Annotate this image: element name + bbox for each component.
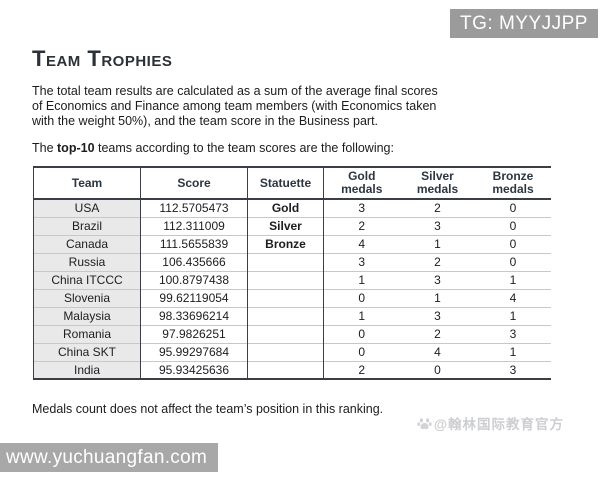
cell-bronze-medals: 0 — [509, 201, 517, 216]
cell-score: 112.311009 — [140, 216, 248, 235]
table-row: USA 112.5705473 Gold 3 2 0 — [33, 199, 551, 217]
cell-silver-medals: 2 — [399, 252, 476, 271]
intro-suffix: teams according to the team scores are t… — [94, 141, 394, 155]
cell-statuette: Bronze — [247, 234, 324, 253]
table-row: Canada 111.5655839 Bronze 4 1 0 — [33, 234, 551, 253]
column-header-statuette: Statuette — [247, 166, 324, 200]
cell-silver-medals: 1 — [399, 234, 476, 253]
table-row: China SKT 95.99297684 0 4 1 — [33, 342, 551, 361]
cell-team: India — [33, 360, 141, 380]
site-watermark-bar: www.yuchuangfan.com — [0, 443, 218, 472]
cell-bronze-medals: 4 — [475, 288, 551, 307]
watermark-handle: @翰林国际教育官方 — [433, 417, 564, 432]
cell-team: China SKT — [33, 342, 141, 361]
cell-bronze-medals: 1 — [475, 342, 551, 361]
cell-gold-medals: 3 — [358, 201, 366, 216]
cell-gold-medals: 1 — [323, 270, 400, 289]
column-header-team: Team — [33, 166, 141, 200]
cell-team: Canada — [33, 234, 141, 253]
cell-gold-medals: 0 — [323, 288, 400, 307]
description-line: The total team results are calculated as… — [32, 84, 438, 98]
cell-team: Brazil — [33, 216, 141, 235]
cell-silver-medals: 4 — [399, 342, 476, 361]
cell-bronze-medals: 3 — [475, 360, 551, 380]
cell-statuette — [247, 360, 324, 380]
cell-team: Romania — [33, 324, 141, 343]
cell-bronze-medals: 1 — [475, 306, 551, 325]
table-row: Russia 106.435666 3 2 0 — [33, 252, 551, 271]
cell-silver-medals: 3 — [399, 270, 476, 289]
team-scores-table: Team Score Statuette Gold medals Silver … — [33, 166, 551, 380]
column-header-bronze-medals: Bronze medals — [475, 166, 551, 200]
description-line: with the weight 50%), and the team score… — [32, 114, 379, 128]
cell-score: 100.8797438 — [140, 270, 248, 289]
site-url: www.yuchuangfan.com — [6, 446, 208, 468]
cell-score: 95.99297684 — [140, 342, 248, 361]
cell-statuette — [247, 324, 324, 343]
cell-team: Slovenia — [33, 288, 141, 307]
cell-score: 99.62119054 — [140, 288, 248, 307]
cell-silver-medals: 3 — [399, 216, 476, 235]
column-header-silver-medals: Silver medals — [399, 166, 476, 200]
paw-icon — [417, 416, 432, 431]
cell-statuette — [247, 306, 324, 325]
cell-score: 111.5655839 — [140, 234, 248, 253]
cell-statuette — [247, 252, 324, 271]
cell-silver-medals: 2 — [399, 324, 476, 343]
intro-prefix: The — [32, 141, 58, 155]
telegram-handle: TG: MYYJJPP — [460, 12, 588, 34]
cell-bronze-medals: 0 — [475, 234, 551, 253]
table-header: Team Score Statuette Gold medals Silver … — [33, 166, 551, 200]
cell-gold-medals: 0 — [323, 324, 400, 343]
cell-team: USA — [33, 199, 141, 217]
table-row: Slovenia 99.62119054 0 1 4 — [33, 288, 551, 307]
education-watermark: @翰林国际教育官方 — [417, 413, 564, 433]
cell-gold-medals: 2 — [323, 216, 400, 235]
table-row: China ITCCC 100.8797438 1 3 1 — [33, 270, 551, 289]
description-paragraph: The total team results are calculated as… — [32, 84, 568, 129]
cell-statuette: Silver — [247, 216, 324, 235]
cell-team: Malaysia — [33, 306, 141, 325]
cell-gold-medals: 1 — [323, 306, 400, 325]
column-header-gold-medals: Gold medals — [323, 166, 400, 200]
cell-gold-medals: 3 — [323, 252, 400, 271]
cell-gold-medals: 0 — [323, 342, 400, 361]
column-header-score: Score — [140, 166, 248, 200]
cell-score: 97.9826251 — [140, 324, 248, 343]
cell-bronze-medals: 0 — [475, 216, 551, 235]
cell-bronze-medals: 0 — [475, 252, 551, 271]
cell-silver-medals: 2 — [434, 201, 441, 216]
intro-bold: top-10 — [57, 141, 95, 155]
cell-statuette — [247, 288, 324, 307]
cell-score: 95.93425636 — [140, 360, 248, 380]
cell-silver-medals: 1 — [399, 288, 476, 307]
cell-gold-medals: 4 — [323, 234, 400, 253]
ranking-note: Medals count does not affect the team’s … — [32, 402, 384, 416]
cell-statuette — [247, 270, 324, 289]
cell-gold-medals: 2 — [323, 360, 400, 380]
cell-team: Russia — [33, 252, 141, 271]
table-row: India 95.93425636 2 0 3 — [33, 360, 551, 380]
table-row: Romania 97.9826251 0 2 3 — [33, 324, 551, 343]
page-title: Team Trophies — [32, 46, 173, 71]
cell-silver-medals: 3 — [399, 306, 476, 325]
table-body: USA 112.5705473 Gold 3 2 0 Brazil 112.31… — [33, 199, 551, 380]
cell-team: China ITCCC — [33, 270, 141, 289]
cell-bronze-medals: 1 — [475, 270, 551, 289]
table-row: Brazil 112.311009 Silver 2 3 0 — [33, 216, 551, 235]
table-row: Malaysia 98.33696214 1 3 1 — [33, 306, 551, 325]
cell-score: 106.435666 — [140, 252, 248, 271]
description-line: of Economics and Finance among team memb… — [32, 99, 437, 113]
cell-statuette — [247, 342, 324, 361]
cell-score: 98.33696214 — [140, 306, 248, 325]
cell-statuette: Gold — [247, 199, 324, 217]
intro-line: The top-10 teams according to the team s… — [32, 140, 568, 156]
cell-bronze-medals: 3 — [475, 324, 551, 343]
telegram-watermark-badge: TG: MYYJJPP — [450, 9, 598, 38]
document-content: Team Trophies The total team results are… — [32, 0, 568, 416]
cell-score: 112.5705473 — [140, 199, 248, 217]
cell-silver-medals: 0 — [399, 360, 476, 380]
